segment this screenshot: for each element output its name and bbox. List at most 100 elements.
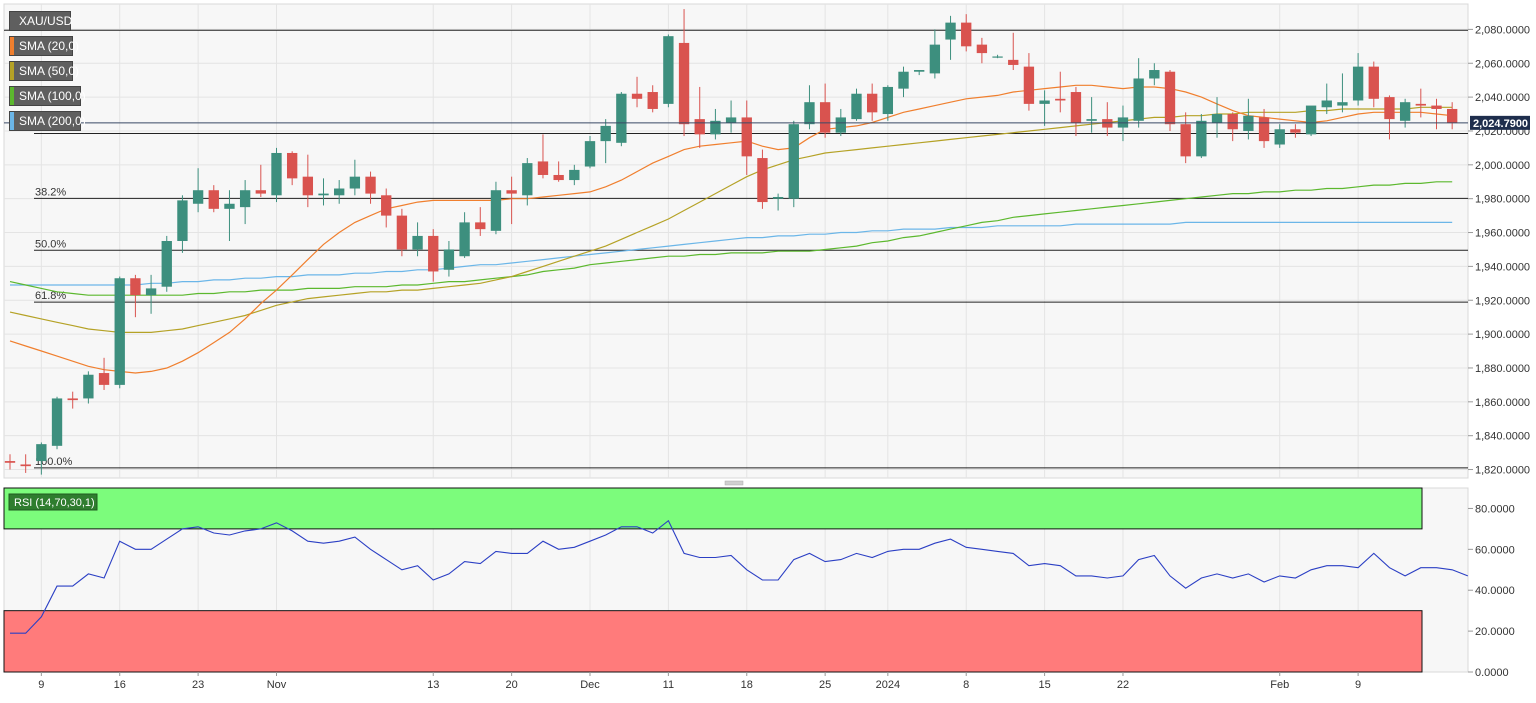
x-tick-label: 16 (114, 679, 126, 691)
rsi-overbought-zone (3, 487, 1423, 530)
candle-body (51, 398, 63, 446)
candlestick (1180, 112, 1191, 164)
rsi-y-tick-label: 80.0000 (1475, 503, 1515, 515)
legend-item[interactable]: SMA (200,0) (9, 111, 86, 131)
sma-20-line (9, 84, 1453, 374)
legend-color-swatch (10, 12, 14, 30)
candle-body (631, 93, 643, 99)
candlestick (945, 15, 956, 60)
y-tick-label: 2,000.0000 (1475, 160, 1530, 172)
candlestick (929, 29, 941, 79)
candlestick (365, 171, 376, 204)
legend-item[interactable]: SMA (50,0) (9, 61, 79, 81)
candle-body (1039, 100, 1050, 104)
candle-body (1305, 105, 1317, 135)
candlestick (584, 136, 596, 169)
candlestick (114, 276, 125, 389)
candle-body (4, 461, 16, 463)
candle-body (1070, 92, 1082, 123)
candlestick (600, 119, 611, 164)
x-tick-label: Feb (1270, 679, 1289, 691)
candle-body (192, 190, 204, 204)
x-tick-label: 8 (963, 679, 969, 691)
candle-body (1290, 129, 1301, 133)
candlestick (4, 454, 16, 470)
candle-body (177, 200, 188, 241)
candle-body (553, 174, 564, 181)
candlestick (1321, 83, 1332, 115)
candle-body (318, 193, 329, 196)
candlestick (334, 180, 345, 204)
candlestick (757, 149, 768, 209)
candlestick (177, 195, 188, 253)
candlestick (459, 212, 470, 258)
candlestick (475, 207, 486, 236)
candlestick (1211, 97, 1223, 138)
candle-body (302, 176, 314, 196)
x-tick-label: 15 (1038, 679, 1050, 691)
candlestick (1368, 61, 1379, 108)
y-tick-label: 2,040.0000 (1475, 92, 1530, 104)
y-tick-label: 1,840.0000 (1475, 431, 1530, 443)
x-tick-label: 13 (427, 679, 439, 691)
x-tick-label: 9 (38, 679, 44, 691)
legend-color-swatch (10, 87, 14, 105)
candle-body (1180, 124, 1191, 157)
candle-body (882, 86, 894, 115)
legend-item[interactable]: XAU/USD (9, 11, 72, 31)
candlestick (663, 34, 674, 108)
candle-body (819, 102, 831, 133)
candlestick (490, 181, 502, 235)
candlestick (866, 83, 878, 121)
candle-body (506, 190, 517, 194)
candlestick (569, 164, 580, 186)
candlestick (976, 37, 988, 64)
sma-100-line (9, 181, 1453, 296)
candle-body (490, 190, 502, 231)
candlestick (1274, 124, 1285, 148)
legend-item[interactable]: SMA (100,0) (9, 86, 86, 106)
candle-body (647, 92, 658, 109)
candle-body (1368, 66, 1379, 99)
rsi-legend-badge (8, 493, 98, 511)
candle-body (851, 93, 862, 120)
candlestick (1196, 114, 1207, 159)
candle-body (1446, 108, 1458, 123)
candle-body (929, 44, 941, 74)
x-tick-label: 9 (1355, 679, 1361, 691)
candlestick (255, 164, 266, 197)
candlestick (1446, 102, 1458, 130)
x-tick-label: 18 (741, 679, 753, 691)
candlestick (428, 229, 439, 282)
candle-body (443, 249, 455, 270)
candle-body (365, 176, 376, 194)
candlestick (694, 86, 705, 148)
candle-body (67, 398, 78, 401)
candle-body (678, 42, 690, 125)
candle-body (914, 70, 925, 72)
candle-body (584, 141, 596, 167)
candle-body (145, 288, 157, 296)
y-tick-label: 1,920.0000 (1475, 295, 1530, 307)
candle-body (286, 152, 298, 179)
legend-item[interactable]: SMA (20,0) (9, 36, 79, 56)
candle-body (1023, 66, 1035, 104)
x-tick-label: 22 (1117, 679, 1129, 691)
candlestick (616, 92, 627, 147)
candlestick (506, 176, 517, 225)
last-price-badge (1470, 115, 1530, 130)
candlestick (1384, 95, 1395, 140)
legend-color-swatch (10, 37, 14, 55)
candlestick (271, 147, 282, 203)
candle-body (98, 373, 110, 385)
x-tick-label: 23 (192, 679, 204, 691)
candlestick (992, 54, 1003, 59)
candle-body (1337, 102, 1348, 106)
candlestick (788, 120, 799, 208)
y-tick-label: 1,980.0000 (1475, 194, 1530, 206)
candlestick (145, 274, 157, 314)
candle-body (976, 44, 988, 54)
candle-body (459, 222, 470, 257)
legend-color-swatch (10, 112, 14, 130)
